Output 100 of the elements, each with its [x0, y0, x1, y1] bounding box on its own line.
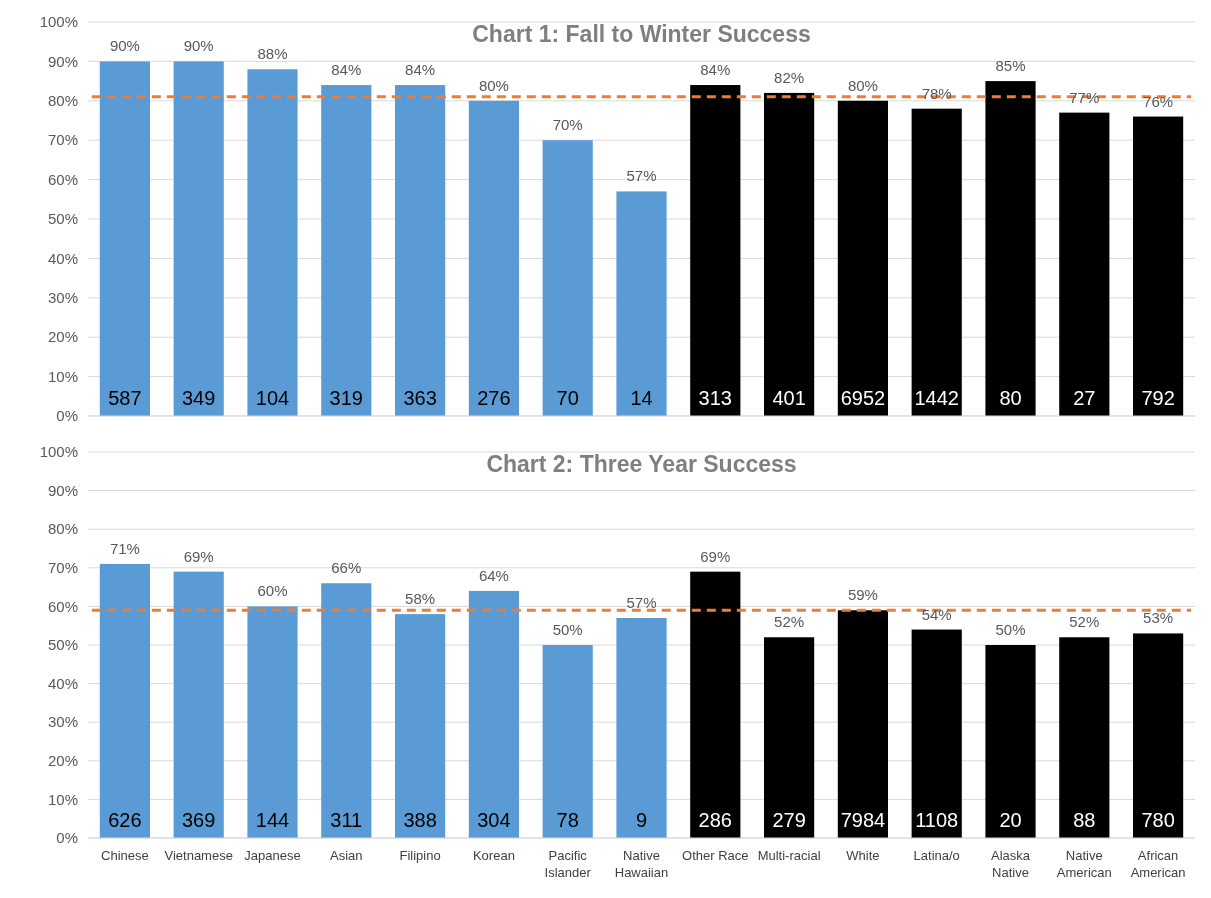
- data-label: 53%: [1143, 609, 1174, 627]
- data-label: 64%: [478, 566, 509, 584]
- annotation: 27: [1073, 387, 1096, 409]
- y-tick-label: 40%: [47, 249, 78, 267]
- annotation: 6952: [840, 387, 886, 409]
- bar: [173, 61, 224, 416]
- x-tick-label: Korean: [472, 848, 515, 863]
- bar: [690, 571, 741, 838]
- data-label: 78%: [921, 84, 952, 102]
- annotation: 780: [1141, 809, 1175, 831]
- bar: [247, 606, 298, 838]
- annotation: 80: [999, 387, 1022, 409]
- bar: [395, 85, 446, 416]
- y-tick-label: 30%: [47, 289, 78, 307]
- bar: [985, 81, 1036, 416]
- bar: [1133, 116, 1184, 416]
- y-tick-label: 0%: [56, 829, 78, 847]
- annotation: 144: [255, 809, 290, 831]
- annotation: 792: [1141, 387, 1175, 409]
- data-label: 88%: [257, 45, 288, 63]
- annotation: 279: [772, 809, 806, 831]
- x-tick-label: Japanese: [244, 848, 301, 863]
- y-tick-label: 60%: [47, 170, 78, 188]
- y-tick-label: 40%: [47, 674, 78, 692]
- data-label: 70%: [552, 116, 583, 134]
- annotation: 9: [635, 809, 648, 831]
- bar: [690, 85, 741, 416]
- data-label: 69%: [700, 547, 731, 565]
- y-tick-label: 30%: [47, 713, 78, 731]
- bar: [321, 85, 372, 416]
- bar: [321, 583, 372, 838]
- x-tick-label: Latina/o: [913, 848, 960, 863]
- annotation: 1442: [914, 387, 959, 409]
- bar: [468, 100, 519, 416]
- x-tick-label: Chinese: [101, 848, 149, 863]
- y-tick-label: 10%: [47, 367, 78, 385]
- data-label: 85%: [995, 57, 1026, 75]
- bar: [764, 92, 815, 416]
- bar: [468, 590, 519, 838]
- data-label: 66%: [331, 559, 362, 577]
- annotation: 1108: [915, 809, 959, 831]
- y-tick-label: 80%: [47, 92, 78, 110]
- x-tick-label: Native Hawaiian: [614, 848, 669, 880]
- x-tick-label: Vietnamese: [164, 848, 233, 863]
- annotation: 104: [255, 387, 290, 409]
- annotation: 78: [556, 809, 579, 831]
- y-tick-label: 90%: [47, 52, 78, 70]
- bar: [542, 645, 593, 838]
- x-tick-label: Multi-racial: [757, 848, 821, 863]
- data-label: 76%: [1143, 92, 1174, 110]
- data-label: 60%: [257, 582, 288, 600]
- annotation: 304: [477, 809, 511, 831]
- bar: [911, 629, 962, 838]
- data-label: 82%: [774, 68, 805, 86]
- annotation: 587: [108, 387, 142, 409]
- data-label: 77%: [1069, 88, 1100, 106]
- data-label: 58%: [405, 590, 436, 608]
- x-tick-label: Alaska Native: [990, 848, 1031, 880]
- y-tick-label: 90%: [47, 481, 78, 499]
- annotation: 626: [108, 809, 142, 831]
- data-label: 59%: [847, 586, 878, 604]
- bar: [542, 140, 593, 416]
- x-tick-label: Pacific Islander: [544, 848, 592, 880]
- annotation: 311: [330, 809, 363, 831]
- data-label: 50%: [552, 621, 583, 638]
- data-label: 71%: [109, 539, 140, 557]
- annotation: 313: [698, 387, 732, 409]
- annotation: 286: [698, 809, 732, 831]
- data-label: 90%: [109, 37, 140, 55]
- y-tick-label: 60%: [47, 597, 78, 615]
- x-tick-label: White: [846, 848, 880, 863]
- annotation: 14: [630, 387, 653, 409]
- x-tick-label: Native American: [1056, 848, 1112, 880]
- bar: [764, 637, 815, 838]
- y-tick-label: 80%: [47, 520, 78, 538]
- annotation: 276: [477, 387, 511, 409]
- y-tick-label: 100%: [39, 443, 78, 461]
- y-tick-label: 70%: [47, 559, 78, 577]
- annotation: 88: [1073, 809, 1096, 831]
- bar: [837, 610, 888, 838]
- bar: [837, 100, 888, 416]
- bar: [1059, 637, 1110, 838]
- data-label: 80%: [847, 76, 878, 94]
- annotation: 369: [182, 809, 216, 831]
- y-tick-label: 20%: [47, 752, 78, 770]
- data-label: 80%: [478, 76, 509, 94]
- annotation: 20: [999, 809, 1022, 831]
- x-tick-label: Other Race: [682, 848, 749, 863]
- annotation: 349: [182, 387, 216, 409]
- annotation: 388: [403, 809, 437, 831]
- chart-title: Chart 2: Three Year Success: [486, 451, 797, 477]
- bar: [173, 571, 224, 838]
- bar: [1059, 112, 1110, 416]
- x-tick-label: African American: [1130, 848, 1186, 880]
- bar: [616, 617, 667, 838]
- annotation: 7984: [840, 809, 886, 831]
- data-label: 52%: [1069, 613, 1100, 631]
- x-tick-label: Asian: [330, 848, 363, 863]
- bar: [395, 614, 446, 838]
- data-label: 57%: [626, 167, 657, 185]
